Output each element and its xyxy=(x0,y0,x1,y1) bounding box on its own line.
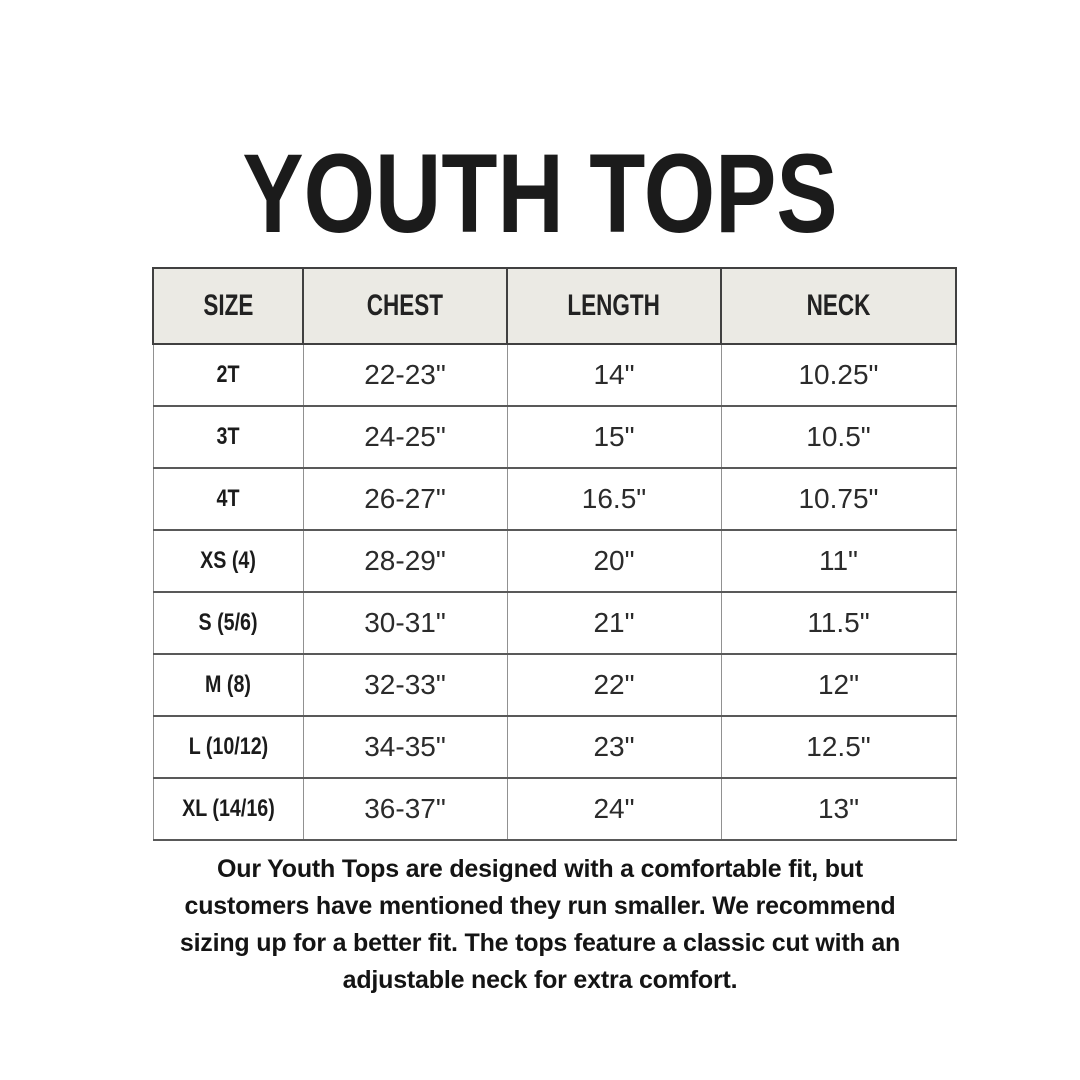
table-row: L (10/12) 34-35" 23" 12.5" xyxy=(152,715,957,779)
cell-size: M (8) xyxy=(152,653,304,717)
cell-length: 23" xyxy=(506,715,722,779)
cell-length: 20" xyxy=(506,529,722,593)
header-cell-size: SIZE xyxy=(152,267,304,345)
header-cell-neck: NECK xyxy=(720,267,957,345)
page-title-text: YOUTH TOPS xyxy=(242,131,838,256)
cell-length: 22" xyxy=(506,653,722,717)
table-row: 4T 26-27" 16.5" 10.75" xyxy=(152,467,957,531)
cell-size: XL (14/16) xyxy=(152,777,304,841)
cell-length: 24" xyxy=(506,777,722,841)
header-cell-chest: CHEST xyxy=(302,267,508,345)
cell-neck: 12.5" xyxy=(720,715,957,779)
cell-neck: 11" xyxy=(720,529,957,593)
cell-chest: 26-27" xyxy=(302,467,508,531)
cell-size: L (10/12) xyxy=(152,715,304,779)
size-table: SIZE CHEST LENGTH NECK 2T 22-23" 14" 10.… xyxy=(152,267,957,841)
cell-neck: 10.5" xyxy=(720,405,957,469)
cell-neck: 12" xyxy=(720,653,957,717)
cell-length: 15" xyxy=(506,405,722,469)
footer-note: Our Youth Tops are designed with a comfo… xyxy=(0,851,1080,999)
cell-chest: 24-25" xyxy=(302,405,508,469)
table-row: 2T 22-23" 14" 10.25" xyxy=(152,343,957,407)
cell-length: 14" xyxy=(506,343,722,407)
table-row: M (8) 32-33" 22" 12" xyxy=(152,653,957,717)
table-row: 3T 24-25" 15" 10.5" xyxy=(152,405,957,469)
cell-size: 3T xyxy=(152,405,304,469)
cell-length: 16.5" xyxy=(506,467,722,531)
cell-chest: 32-33" xyxy=(302,653,508,717)
cell-chest: 36-37" xyxy=(302,777,508,841)
page-title: YOUTH TOPS xyxy=(0,138,1080,250)
footer-line: sizing up for a better fit. The tops fea… xyxy=(179,929,901,957)
table-header-row: SIZE CHEST LENGTH NECK xyxy=(152,267,957,345)
footer-line: Our Youth Tops are designed with a comfo… xyxy=(217,855,863,883)
cell-neck: 10.75" xyxy=(720,467,957,531)
cell-size: XS (4) xyxy=(152,529,304,593)
cell-size: S (5/6) xyxy=(152,591,304,655)
cell-neck: 11.5" xyxy=(720,591,957,655)
cell-length: 21" xyxy=(506,591,722,655)
cell-neck: 10.25" xyxy=(720,343,957,407)
table-row: S (5/6) 30-31" 21" 11.5" xyxy=(152,591,957,655)
cell-size: 2T xyxy=(152,343,304,407)
table-row: XL (14/16) 36-37" 24" 13" xyxy=(152,777,957,841)
header-cell-length: LENGTH xyxy=(506,267,722,345)
cell-size: 4T xyxy=(152,467,304,531)
footer-line: adjustable neck for extra comfort. xyxy=(342,966,738,994)
footer-line: customers have mentioned they run smalle… xyxy=(184,892,896,920)
table-row: XS (4) 28-29" 20" 11" xyxy=(152,529,957,593)
cell-chest: 22-23" xyxy=(302,343,508,407)
cell-chest: 34-35" xyxy=(302,715,508,779)
cell-chest: 28-29" xyxy=(302,529,508,593)
cell-neck: 13" xyxy=(720,777,957,841)
cell-chest: 30-31" xyxy=(302,591,508,655)
